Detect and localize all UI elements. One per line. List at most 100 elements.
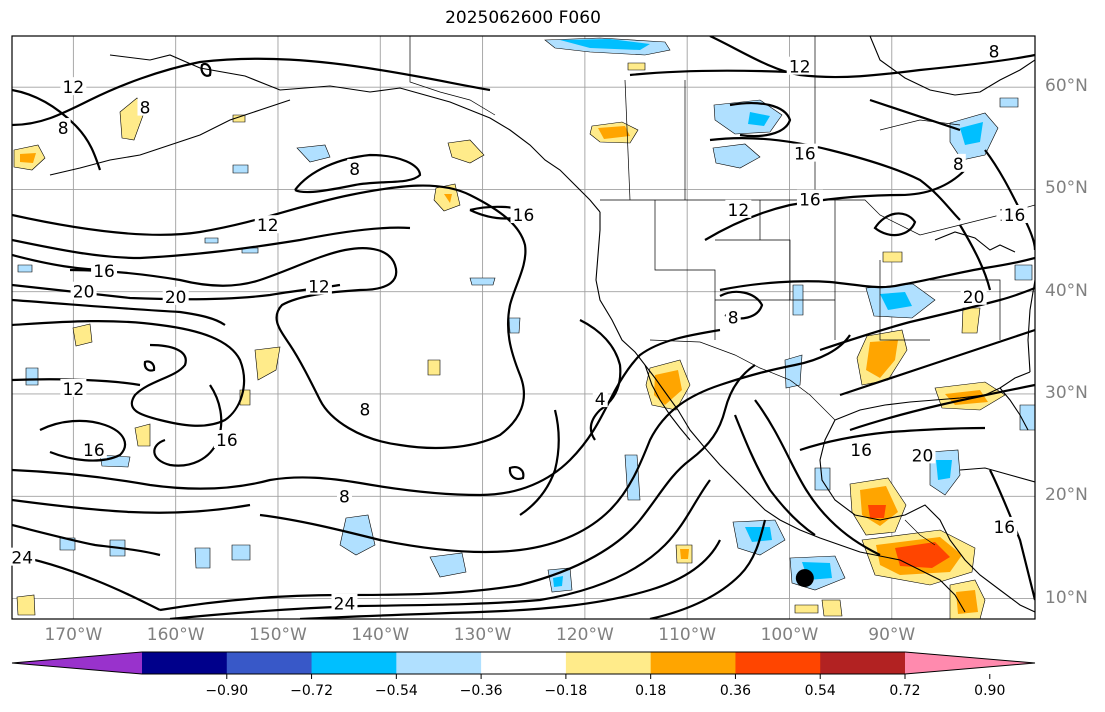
colorbar-tick-label: 0.36 bbox=[719, 683, 752, 699]
colorbar-tick-label: −0.90 bbox=[205, 683, 249, 699]
contour-label: 8 bbox=[360, 400, 371, 420]
contour-line bbox=[959, 224, 992, 291]
negative-anomaly-core bbox=[745, 527, 772, 542]
colorbar-outline bbox=[11, 651, 1036, 675]
contour-label-background bbox=[347, 158, 363, 177]
contour-label-background bbox=[725, 199, 752, 218]
negative-anomaly-region bbox=[296, 144, 331, 163]
contour-line bbox=[12, 57, 491, 127]
contour-label-background bbox=[960, 286, 987, 305]
gulf-coast bbox=[834, 371, 1031, 421]
latitude-label: 60°N bbox=[1045, 76, 1088, 97]
contour-line bbox=[143, 360, 156, 372]
state-line bbox=[879, 119, 961, 131]
positive-anomaly-region bbox=[254, 346, 281, 381]
positive-anomaly-region bbox=[232, 114, 246, 123]
contour-label-background bbox=[336, 486, 352, 505]
baja-california bbox=[644, 364, 691, 441]
state-line bbox=[715, 239, 835, 301]
colorbar-segment bbox=[481, 652, 567, 674]
contour-line bbox=[709, 36, 1035, 79]
positive-anomaly-core bbox=[866, 340, 898, 378]
negative-anomaly-region bbox=[231, 544, 251, 561]
contour-label-background bbox=[60, 77, 87, 96]
positive-anomaly-region bbox=[882, 251, 903, 263]
map-title: 2025062600 F060 bbox=[445, 8, 601, 28]
contour-label-background bbox=[791, 143, 818, 162]
contour-label: 12 bbox=[789, 58, 811, 78]
colorbar-segment bbox=[735, 652, 821, 674]
atlantic-coast bbox=[1027, 279, 1035, 373]
negative-anomaly-region bbox=[204, 237, 219, 244]
mexico-gulf-coast bbox=[819, 419, 1035, 613]
contour-line bbox=[849, 383, 1035, 432]
state-line bbox=[654, 200, 716, 340]
negative-anomaly-region bbox=[429, 552, 467, 578]
contour-label-background bbox=[796, 189, 823, 208]
colorbar-segment bbox=[565, 652, 652, 674]
coastlines bbox=[49, 36, 1035, 613]
contour-line bbox=[299, 539, 721, 619]
contour-label-background bbox=[60, 378, 87, 397]
colorbar bbox=[11, 651, 1036, 679]
positive-anomaly-core bbox=[895, 542, 950, 568]
contour-label-background bbox=[986, 41, 1002, 60]
contour-line bbox=[12, 523, 161, 557]
contour-line bbox=[799, 426, 986, 452]
contour-line bbox=[733, 414, 816, 536]
negative-anomaly-region bbox=[469, 277, 496, 286]
contour-line bbox=[704, 169, 966, 241]
alaska-coastline bbox=[109, 54, 601, 213]
contour-label: 16 bbox=[850, 441, 872, 461]
positive-anomaly-region bbox=[627, 62, 646, 71]
political-boundaries bbox=[409, 36, 1035, 546]
colorbar-segment bbox=[311, 652, 397, 674]
longitude-label: 140°W bbox=[351, 625, 410, 645]
positive-anomaly-core bbox=[654, 370, 682, 405]
contour-line bbox=[294, 153, 422, 194]
shaded-anomaly-regions bbox=[13, 37, 1035, 619]
latitude-label: 50°N bbox=[1045, 178, 1088, 199]
contour-line bbox=[719, 256, 1035, 292]
contour-line bbox=[12, 226, 411, 260]
contour-label-background bbox=[510, 204, 537, 223]
latitude-label: 40°N bbox=[1045, 280, 1088, 301]
positive-anomaly-region bbox=[72, 323, 93, 347]
positive-anomaly-core bbox=[598, 126, 630, 139]
hudson-bay bbox=[869, 36, 1035, 96]
longitude-label: 160°W bbox=[146, 625, 205, 645]
contour-label: 12 bbox=[257, 216, 279, 236]
longitude-label: 150°W bbox=[249, 625, 307, 645]
negative-anomaly-core bbox=[936, 460, 952, 480]
colorbar-tick-label: 0.54 bbox=[804, 683, 836, 699]
north-america-west-coast bbox=[595, 212, 966, 613]
negative-anomaly-region bbox=[814, 467, 831, 491]
contour-line bbox=[169, 479, 711, 619]
contour-line bbox=[989, 469, 1035, 601]
contour-label-background bbox=[991, 516, 1018, 535]
contour-label: 16 bbox=[1004, 206, 1026, 226]
contour-line bbox=[649, 519, 767, 619]
contour-label: 16 bbox=[794, 145, 816, 165]
storm-position-marker bbox=[795, 569, 814, 588]
colorbar-extend-max bbox=[905, 652, 1035, 674]
positive-anomaly-region bbox=[134, 423, 151, 447]
contour-label: 8 bbox=[953, 155, 964, 175]
contour-label: 8 bbox=[349, 160, 360, 180]
contour-lines bbox=[12, 36, 1035, 619]
province-line bbox=[624, 79, 631, 201]
contour-label: 8 bbox=[339, 487, 350, 507]
contour-line bbox=[259, 334, 851, 554]
contour-label-background bbox=[213, 430, 240, 449]
colorbar-tick-label: 0.72 bbox=[889, 683, 921, 699]
contour-label: 8 bbox=[728, 308, 739, 328]
colorbar-segment bbox=[650, 652, 736, 674]
colorbar-segment bbox=[820, 652, 906, 674]
negative-anomaly-region bbox=[99, 454, 131, 468]
negative-anomaly-region bbox=[508, 317, 521, 334]
contour-line bbox=[508, 466, 525, 480]
contour-line bbox=[839, 328, 1035, 397]
contour-label: 20 bbox=[963, 288, 985, 308]
